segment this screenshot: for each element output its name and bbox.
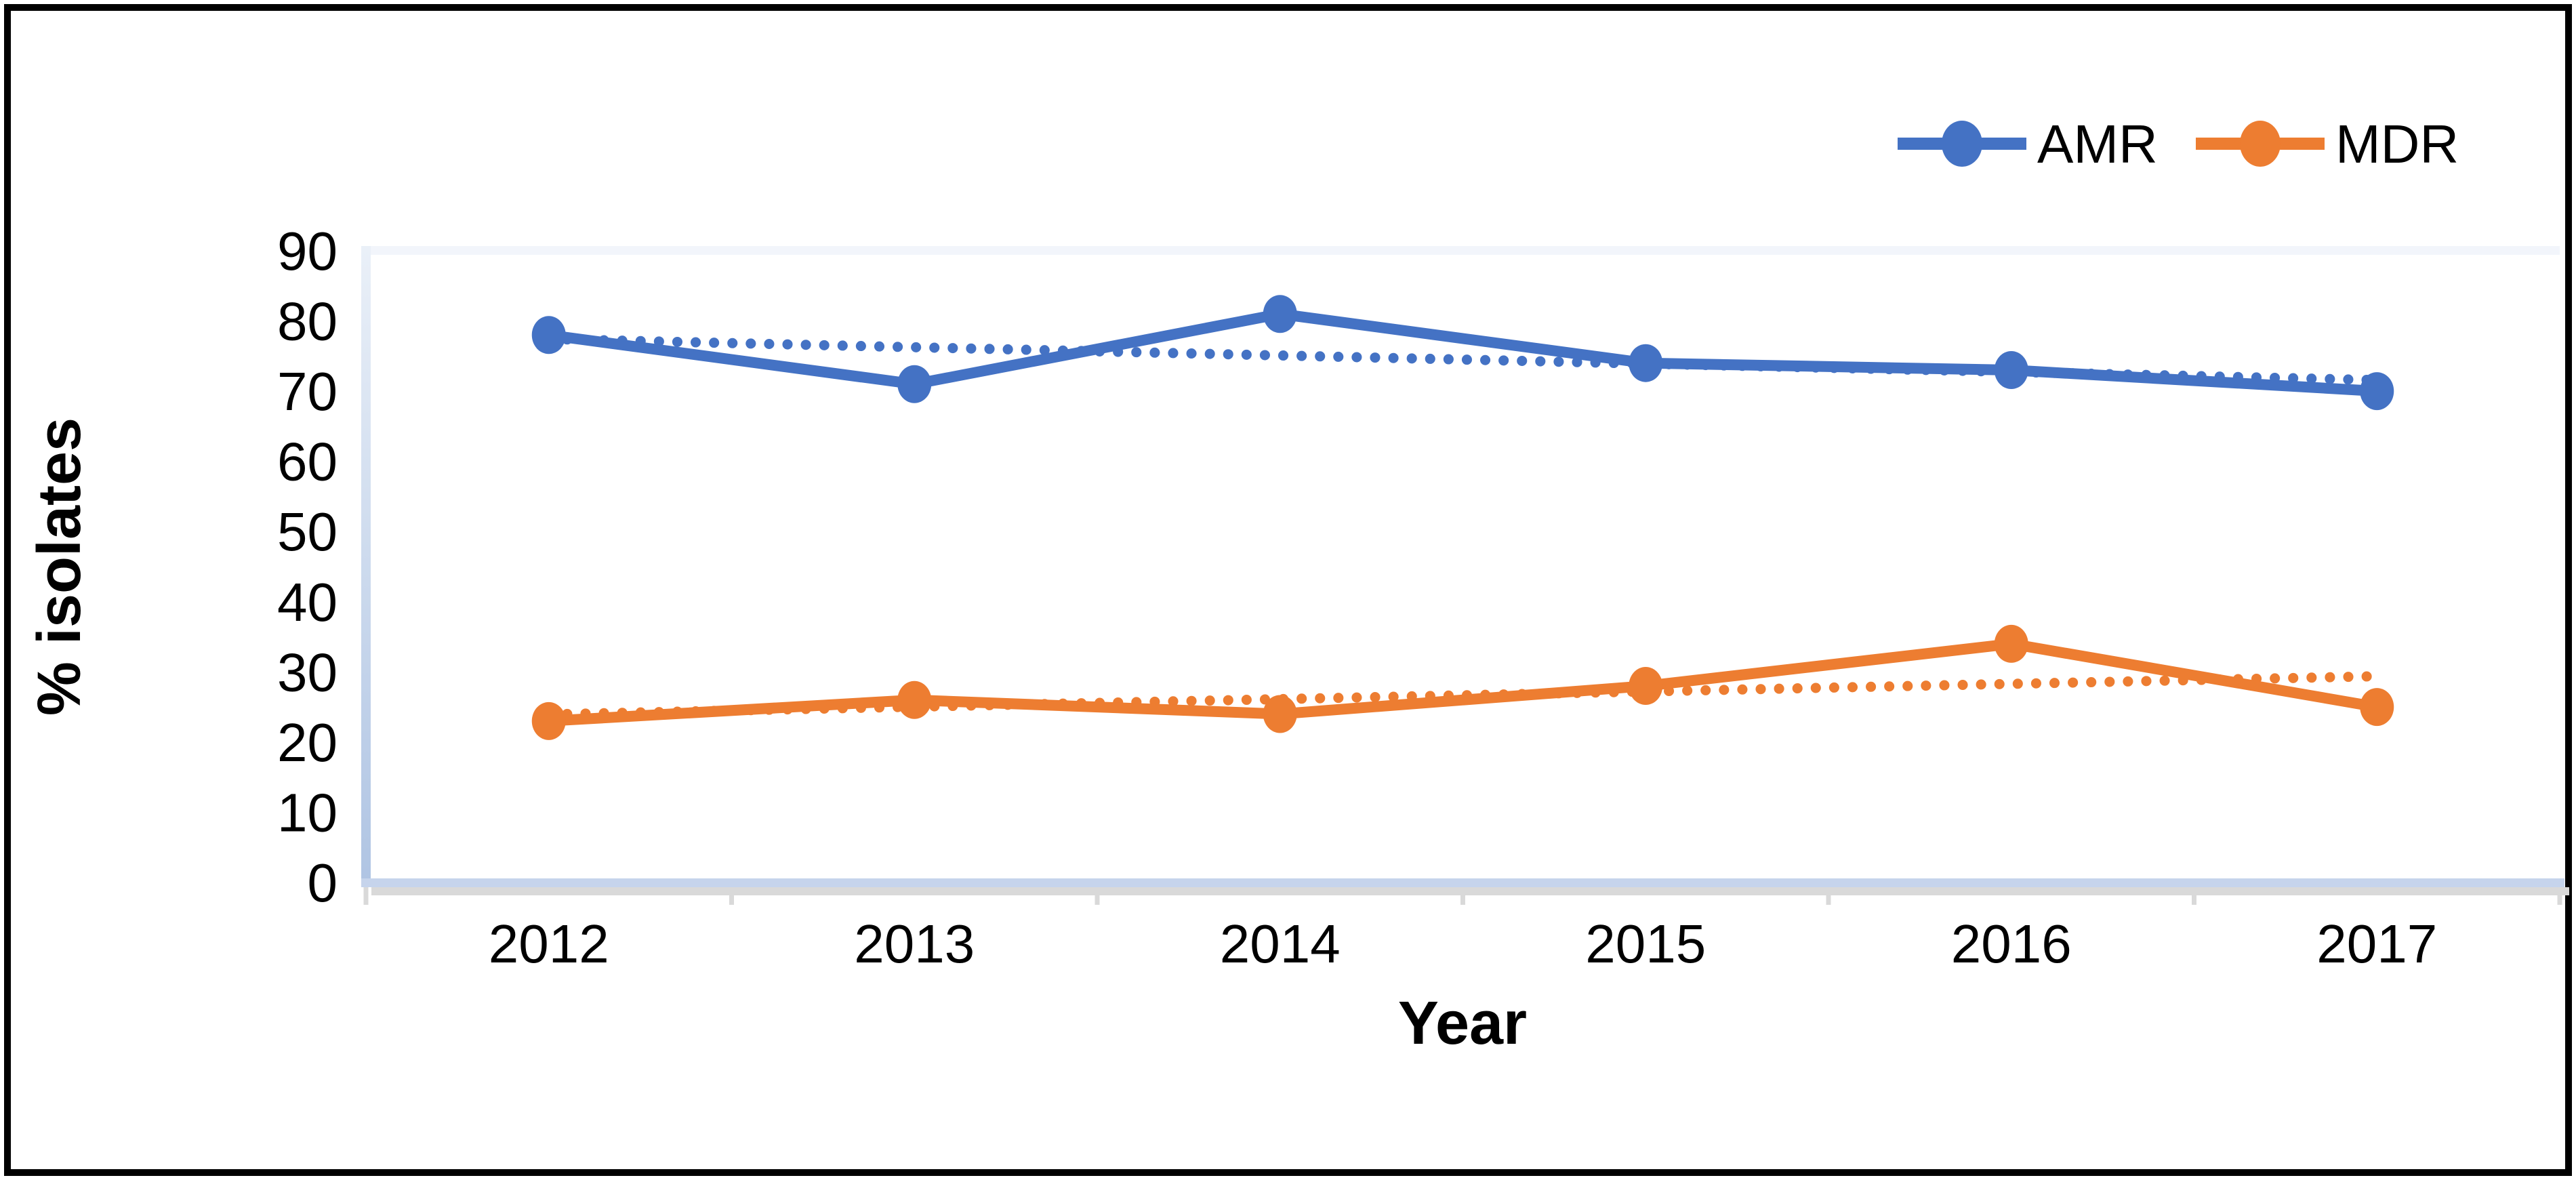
legend: AMR MDR	[1898, 114, 2459, 174]
mdr-marker-2014	[1263, 695, 1297, 733]
legend-item-mdr: MDR	[2196, 114, 2459, 174]
x-tick-label: 2014	[1220, 914, 1341, 974]
x-tick-label: 2017	[2316, 914, 2437, 974]
x-tick-label: 2013	[854, 914, 975, 974]
amr-marker-2015	[1629, 344, 1663, 382]
mdr-marker-2017	[2360, 688, 2394, 727]
legend-item-amr: AMR	[1898, 114, 2158, 174]
x-axis-title: Year	[1398, 990, 1527, 1057]
legend-dot-marker	[1942, 121, 1982, 167]
amr-marker-2014	[1263, 295, 1297, 333]
legend-label: MDR	[2335, 114, 2459, 174]
y-tick-label: 60	[277, 432, 338, 492]
legend-dot-marker	[2240, 121, 2281, 167]
y-tick-label: 30	[277, 642, 338, 702]
mdr-marker-2016	[1994, 624, 2028, 663]
mdr-marker-2012	[531, 701, 566, 740]
y-axis-line	[361, 246, 371, 887]
y-tick-label: 70	[277, 361, 338, 422]
x-tick-label: 2016	[1951, 914, 2072, 974]
amr-line	[548, 308, 2377, 397]
y-tick-label: 40	[277, 572, 338, 632]
plot-top-border	[361, 246, 2560, 255]
amr-marker-2017	[2360, 372, 2394, 411]
y-tick-label: 20	[277, 712, 338, 773]
mdr-marker-2013	[897, 680, 932, 719]
y-tick-label: 0	[308, 853, 338, 913]
y-tick-label: 10	[277, 782, 338, 842]
amr-marker-2016	[1994, 351, 2028, 390]
amr-marker-2012	[531, 316, 566, 354]
y-tick-label: 80	[277, 291, 338, 352]
y-axis-title: % isolates	[26, 418, 94, 716]
x-tick-label: 2012	[489, 914, 609, 974]
x-tick-label: 2015	[1585, 914, 1706, 974]
y-tick-label: 50	[277, 502, 338, 562]
mdr-line	[548, 638, 2378, 727]
x-axis-line	[361, 878, 2564, 887]
legend-label: AMR	[2037, 114, 2158, 174]
amr-marker-2013	[897, 365, 932, 403]
mdr-marker-2015	[1629, 667, 1663, 706]
x-axis-shadow	[371, 887, 2569, 895]
y-tick-label: 90	[277, 221, 338, 281]
